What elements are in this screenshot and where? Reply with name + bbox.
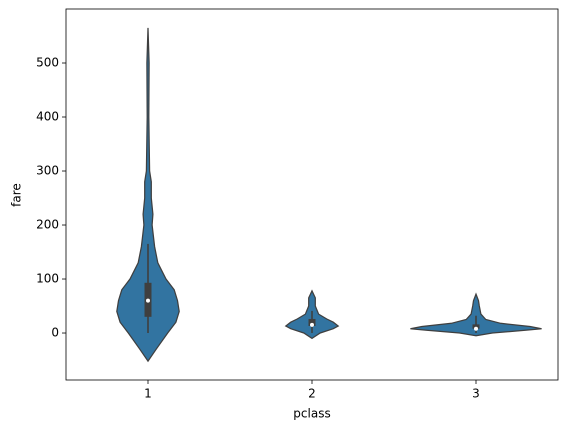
x-tick-label: 1 xyxy=(144,387,152,401)
y-tick-label: 400 xyxy=(36,110,59,124)
median xyxy=(310,322,314,327)
violin-body xyxy=(410,292,542,337)
median xyxy=(146,298,150,303)
y-tick-label: 0 xyxy=(51,326,59,340)
plot-frame xyxy=(65,8,559,381)
y-tick-label: 200 xyxy=(36,218,59,232)
x-tick-label: 3 xyxy=(472,387,480,401)
x-axis-label: pclass xyxy=(293,407,330,421)
y-tick-label: 500 xyxy=(36,56,59,70)
x-tick-label: 2 xyxy=(308,387,316,401)
violin-body xyxy=(116,27,180,363)
y-tick-label: 300 xyxy=(36,164,59,178)
y-tick-label: 100 xyxy=(36,272,59,286)
box xyxy=(308,318,316,326)
y-axis-label: fare xyxy=(10,183,24,207)
box xyxy=(472,324,480,329)
median xyxy=(474,326,478,331)
